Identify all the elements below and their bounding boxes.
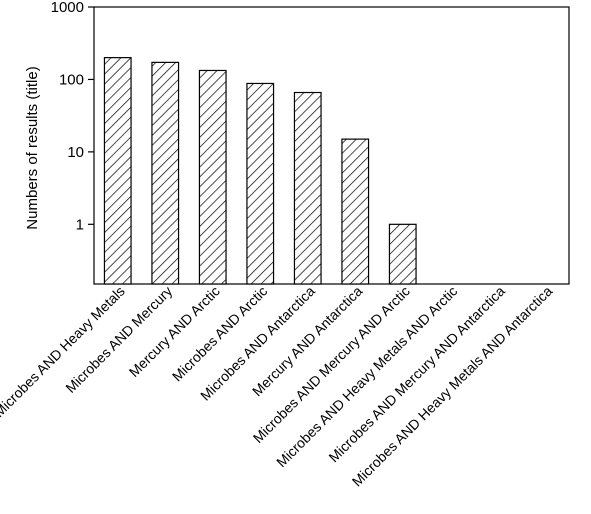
- y-tick-label: 100: [59, 71, 84, 88]
- y-tick-label: 10: [67, 144, 84, 161]
- bars: [103, 57, 417, 285]
- bar: [341, 138, 370, 285]
- bar: [293, 91, 322, 285]
- plot-area: [93, 6, 570, 285]
- bar: [103, 57, 132, 285]
- plot-frame: [93, 6, 570, 285]
- bar: [246, 82, 275, 285]
- bar: [151, 61, 180, 285]
- y-axis-title: Numbers of results (title): [24, 66, 41, 229]
- y-tick-label: 1: [76, 216, 84, 233]
- x-tick-label: Microbes AND Heavy Metals AND Arctic: [273, 283, 460, 470]
- bar: [388, 223, 417, 285]
- x-tick-label: Mercury AND Arctic: [126, 283, 223, 380]
- bar: [198, 69, 227, 285]
- x-tick-label: Microbes AND Mercury AND Antarctica: [325, 283, 508, 466]
- y-axis: 1 10 100 1000: [51, 0, 94, 233]
- y-tick-label: 1000: [51, 0, 84, 16]
